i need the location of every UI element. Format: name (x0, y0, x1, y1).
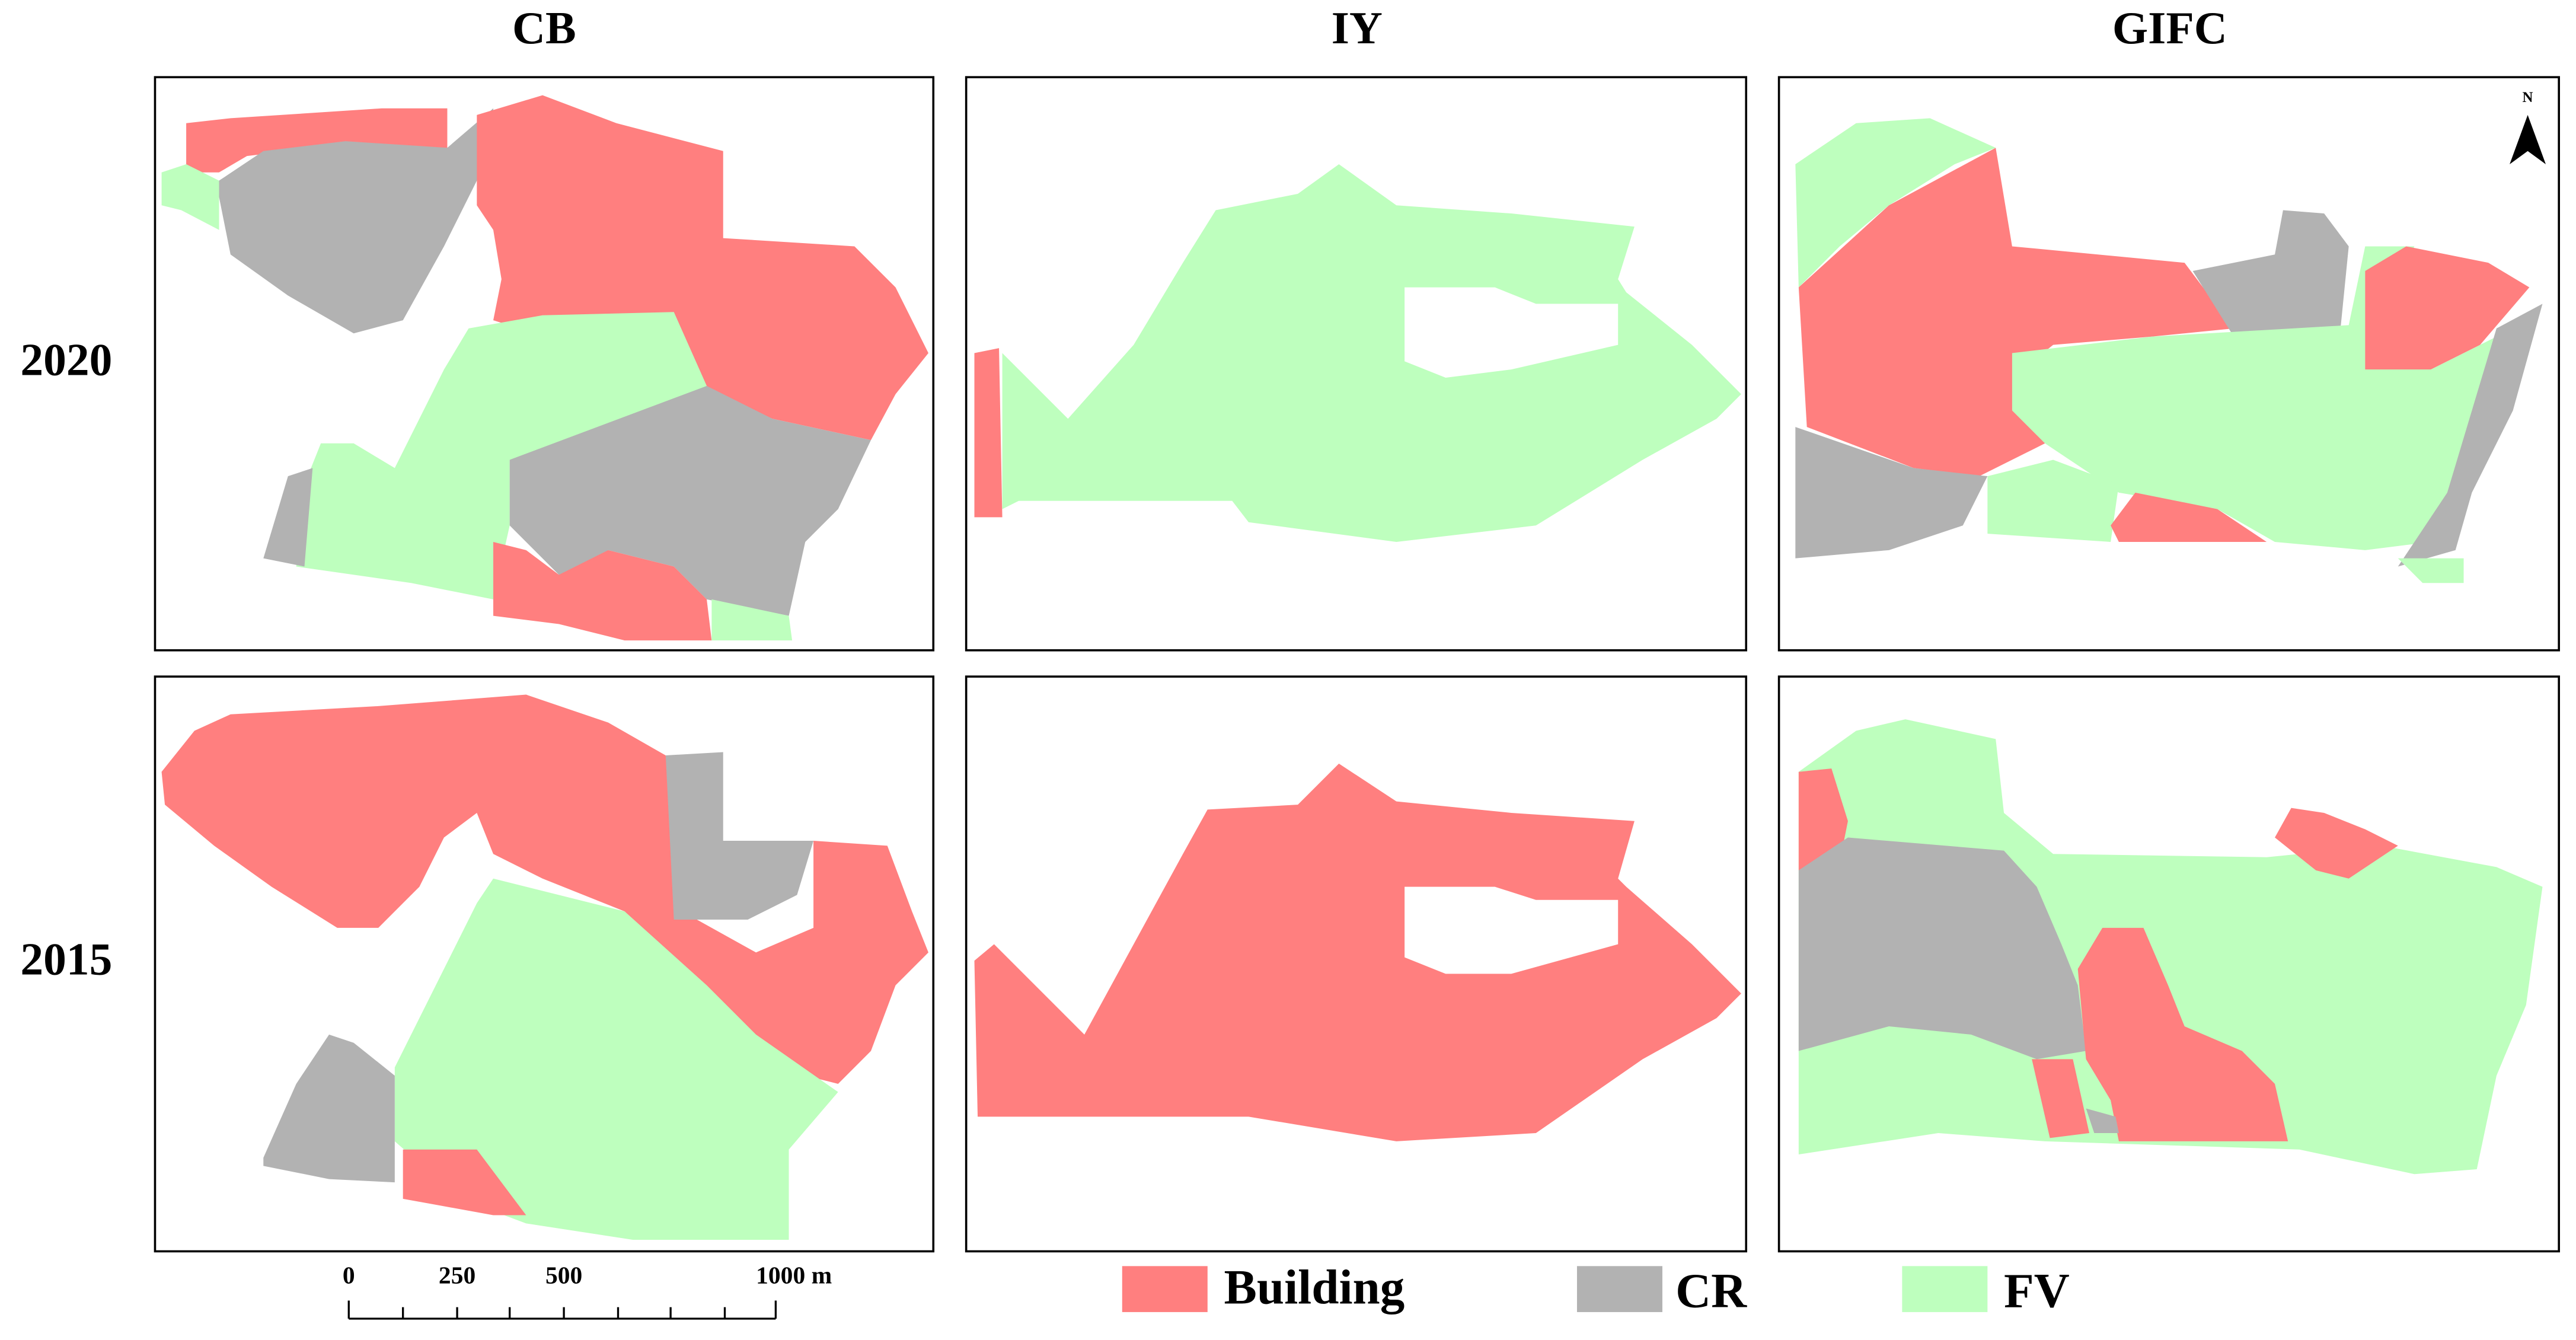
legend-label: Building (1224, 1260, 1404, 1315)
building-area (403, 1149, 526, 1215)
cb-2015-map (161, 694, 928, 1240)
scale-label: 500 (545, 1261, 582, 1288)
gifc-2015-map (1798, 719, 2543, 1175)
building-area (186, 108, 448, 173)
row-label: 2020 (20, 334, 112, 385)
scale-line (347, 1300, 777, 1320)
legend: Building CR FV (1122, 1260, 2070, 1317)
cr-area (263, 468, 313, 567)
legend-label: CR (1675, 1263, 1747, 1317)
fv-area (1987, 460, 2119, 542)
fv-area (1798, 719, 2543, 1175)
legend-label: FV (2004, 1263, 2070, 1317)
cr-area (665, 752, 814, 920)
fv-area (1002, 164, 1741, 542)
legend-swatch (1576, 1266, 1662, 1312)
gap (1404, 287, 1619, 378)
cr-area (1795, 427, 1988, 559)
scale-label: 0 (343, 1261, 355, 1288)
north-arrow (2510, 114, 2546, 164)
building-area (1798, 768, 1848, 870)
fv-area (2398, 558, 2464, 583)
cr-area (1798, 837, 2086, 1060)
building-area (974, 763, 1741, 1141)
scale-bar: 0 250 500 1000 m (343, 1261, 832, 1320)
cb-2020-map (161, 95, 928, 641)
column-title: IY (1332, 2, 1383, 53)
gap (1404, 886, 1619, 974)
building-area (2077, 927, 2288, 1141)
building-area (1798, 148, 2234, 477)
fv-area (711, 599, 793, 641)
legend-swatch (1122, 1266, 1208, 1312)
iy-2020-map (974, 164, 1741, 542)
iy-2015-map (974, 763, 1741, 1141)
building-area (493, 541, 712, 641)
fv-area (161, 164, 219, 230)
fv-area (296, 312, 707, 599)
cr-area (2192, 210, 2349, 337)
building-area (974, 348, 1003, 518)
building-area (161, 694, 928, 1084)
building-area (2365, 246, 2530, 370)
cr-area (219, 108, 494, 334)
column-title: GIFC (2112, 2, 2227, 53)
row-label: 2015 (20, 934, 112, 985)
gifc-2020-map: N (1795, 90, 2546, 583)
column-title: CB (512, 2, 576, 53)
fv-area (394, 878, 838, 1240)
legend-swatch (1902, 1266, 1988, 1312)
building-area (2032, 1059, 2090, 1138)
scale-label: 250 (439, 1261, 475, 1288)
cr-area (263, 1034, 395, 1183)
building-area (477, 95, 928, 441)
north-label: N (2523, 90, 2533, 106)
building-area (2111, 492, 2267, 542)
cr-area (2086, 1108, 2119, 1134)
fv-area (1795, 118, 1996, 288)
building-area (2275, 808, 2398, 879)
cr-area (509, 385, 872, 616)
cr-area (2398, 304, 2543, 567)
scale-label: 1000 m (756, 1261, 832, 1288)
